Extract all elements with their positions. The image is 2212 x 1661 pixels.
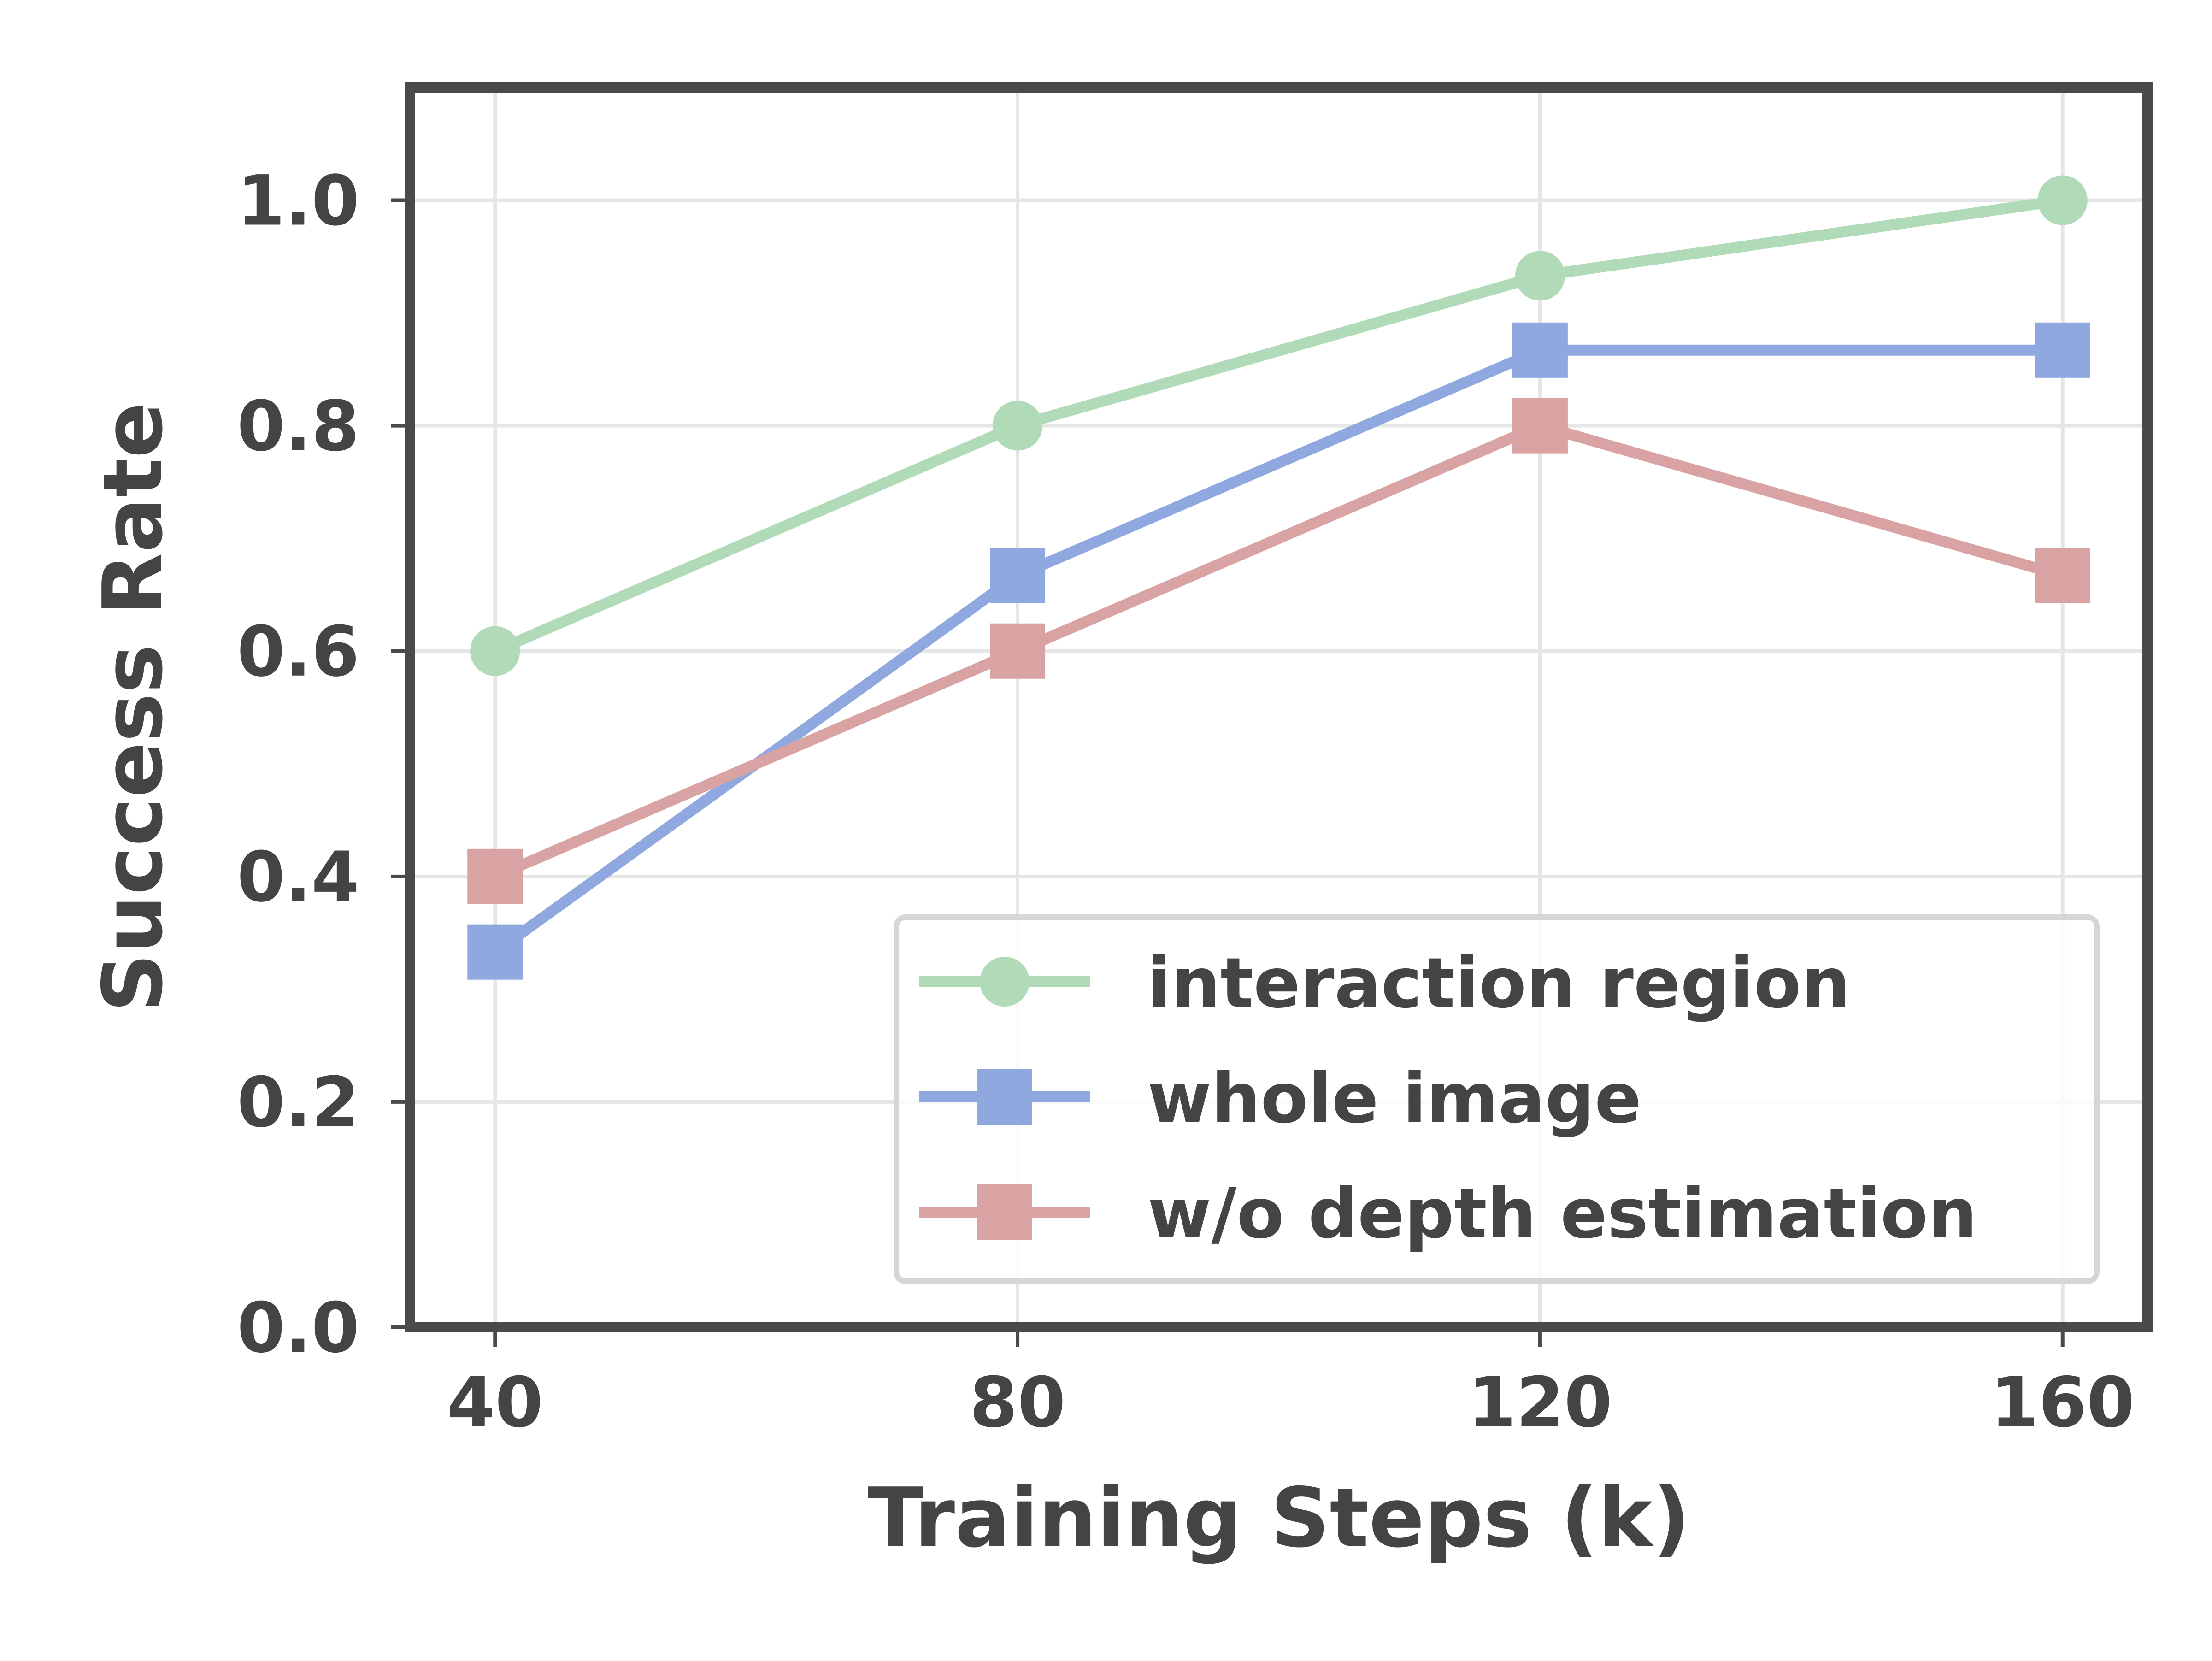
data-point-w-o-depth-estimation (990, 623, 1046, 679)
data-point-interaction-region (993, 401, 1043, 451)
data-point-w-o-depth-estimation (2035, 548, 2090, 603)
data-point-interaction-region (470, 626, 520, 676)
y-tick-label: 1.0 (237, 161, 359, 241)
legend: interaction region whole image w/o depth e… (894, 914, 2100, 1284)
legend-marker-interaction-region (980, 957, 1030, 1007)
data-point-w-o-depth-estimation (467, 848, 523, 904)
series-line-interaction-region (493, 194, 2064, 656)
x-axis-label: Training Steps (k) (867, 1470, 1690, 1566)
legend-marker-w-o-depth-estimation (977, 1184, 1032, 1240)
x-tick-label: 120 (1468, 1363, 1612, 1443)
legend-box (894, 914, 2100, 1284)
series-line-w-o-depth-estimation (493, 420, 2065, 882)
y-tick-label: 0.2 (237, 1063, 359, 1143)
data-point-whole-image (1512, 322, 1568, 378)
data-point-interaction-region (1515, 251, 1565, 301)
x-tick-label: 160 (1990, 1363, 2135, 1443)
y-tick-label: 0.8 (237, 387, 359, 467)
legend-item-w-o-depth-estimation: w/o depth estimation (919, 1174, 1977, 1254)
legend-label-w-o-depth-estimation: w/o depth estimation (1147, 1174, 1977, 1254)
y-tick-label: 0.0 (237, 1288, 359, 1368)
data-point-whole-image (2035, 322, 2090, 378)
y-tick-label: 0.6 (237, 612, 359, 692)
data-point-interaction-region (2037, 175, 2088, 225)
plot-frame (405, 82, 2153, 1332)
legend-marker-whole-image (977, 1069, 1032, 1125)
data-point-whole-image (990, 548, 1046, 603)
data-point-whole-image (467, 924, 523, 980)
series-interaction-region (470, 175, 2088, 676)
x-tick-label: 80 (970, 1363, 1066, 1443)
x-axis: 40 80 120 160 (447, 1332, 2135, 1443)
data-point-w-o-depth-estimation (1512, 398, 1568, 454)
series-lines (467, 175, 2090, 980)
legend-label-interaction-region: interaction region (1147, 943, 1850, 1024)
series-w-o-depth-estimation (467, 398, 2090, 904)
y-tick-label: 0.4 (237, 837, 359, 918)
y-axis-label: Success Rate (85, 402, 181, 1013)
legend-label-whole-image: whole image (1147, 1059, 1641, 1139)
legend-item-whole-image: whole image (919, 1059, 1641, 1139)
x-tick-label: 40 (447, 1363, 543, 1443)
legend-item-interaction-region: interaction region (919, 943, 1850, 1024)
y-axis: 0.0 0.2 0.4 0.6 0.8 1.0 (237, 161, 405, 1368)
